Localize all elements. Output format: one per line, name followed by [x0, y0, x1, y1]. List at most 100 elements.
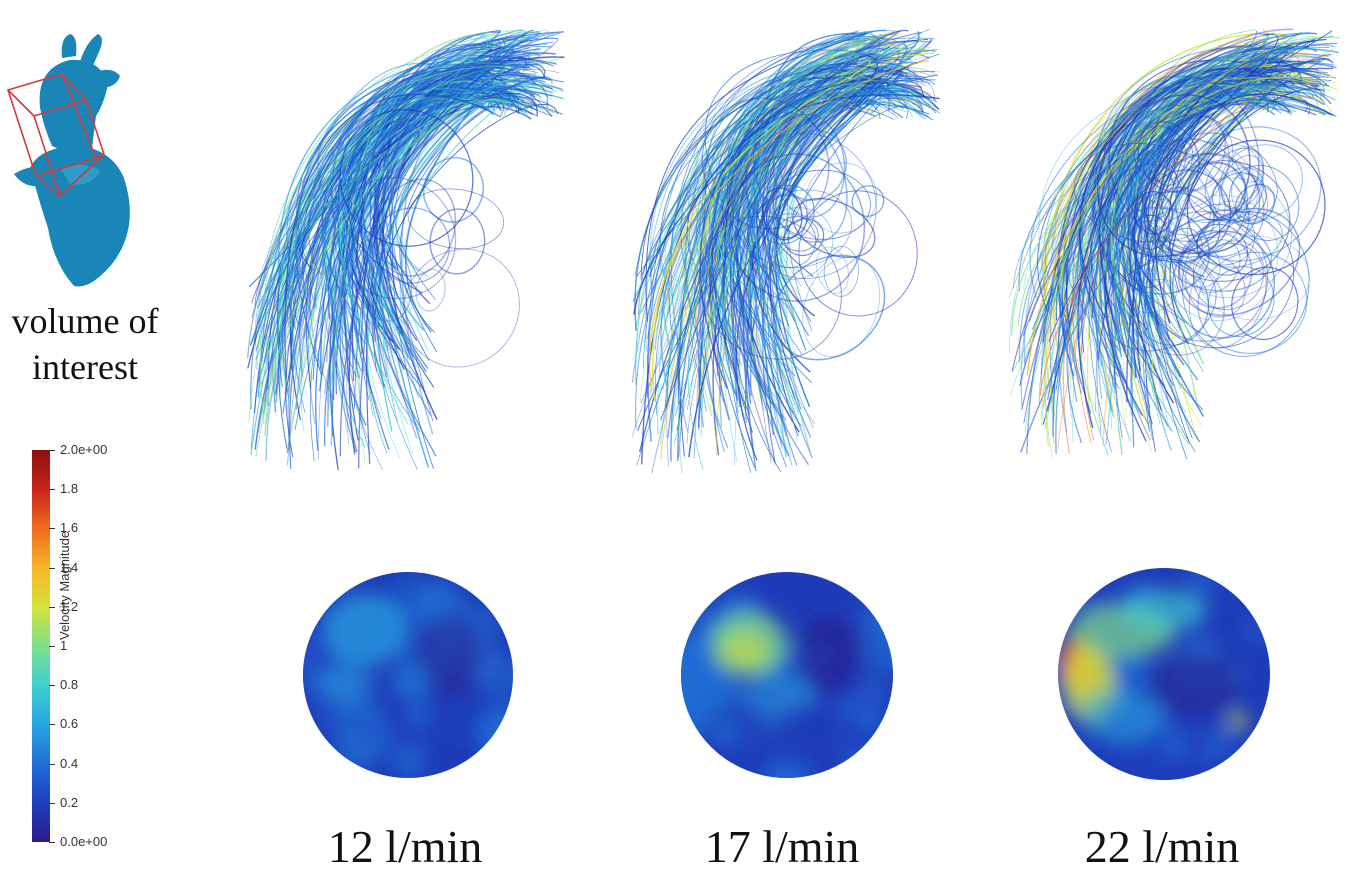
streamline: [290, 97, 517, 413]
streamline: [312, 32, 542, 308]
streamline: [255, 31, 540, 342]
vortex-streamline: [1127, 257, 1209, 346]
streamline: [1044, 76, 1312, 448]
streamline: [732, 89, 877, 404]
vortex-streamline: [783, 218, 825, 257]
vortex-streamline: [805, 162, 878, 234]
streamline: [739, 87, 924, 422]
streamline: [365, 88, 483, 375]
streamline: [251, 62, 490, 318]
velocity-patch: [1058, 748, 1101, 780]
colorbar-tick-mark: [49, 685, 55, 687]
streamline: [1093, 74, 1321, 315]
vortex-streamline: [1129, 171, 1178, 216]
vortex-streamline: [1160, 153, 1265, 258]
streamline: [683, 77, 870, 366]
cross-section-disk-12: [303, 572, 513, 778]
streamline: [1079, 45, 1253, 321]
velocity-patch: [1225, 568, 1245, 583]
cross-section-disk-17: [681, 572, 893, 778]
vortex-streamline: [1197, 251, 1308, 354]
velocity-hotspot: [1229, 712, 1247, 730]
streamline: [645, 32, 867, 322]
colorbar-tick-label: 1: [60, 638, 68, 653]
velocity-patch: [471, 572, 495, 587]
streamline: [1095, 47, 1297, 412]
streamline: [1132, 38, 1327, 378]
streamline: [696, 42, 906, 350]
streamline: [726, 31, 872, 320]
streamline: [1095, 73, 1273, 400]
vortex-streamline: [701, 97, 830, 230]
vortex-streamline: [1187, 162, 1247, 222]
vortex-streamline: [1188, 240, 1267, 349]
velocity-hotspot: [324, 594, 408, 665]
streamline: [305, 59, 554, 390]
velocity-patch: [863, 616, 893, 675]
streamline: [674, 40, 929, 417]
streamline: [309, 39, 513, 401]
vortex-streamline: [755, 184, 815, 245]
streamline: [1141, 71, 1287, 373]
velocity-patch: [681, 634, 696, 661]
velocity-patch: [732, 730, 764, 762]
streamline: [302, 90, 538, 296]
streamline: [262, 98, 507, 416]
colorbar-tick-label: 0.6: [60, 716, 79, 732]
vortex-streamline: [1168, 177, 1292, 299]
streamline: [1062, 77, 1338, 423]
streamline: [1140, 59, 1283, 301]
vortex-streamline: [1228, 164, 1300, 241]
streamline: [278, 38, 506, 315]
streamline: [327, 31, 562, 427]
vortex-streamline: [731, 132, 877, 279]
vortex-streamline: [1107, 207, 1211, 295]
vortex-streamline: [1186, 139, 1326, 276]
streamline: [1114, 58, 1282, 425]
velocity-patch: [1202, 744, 1220, 762]
vortex-streamline: [1212, 172, 1267, 222]
colorbar-tick-mark: [49, 646, 55, 647]
streamlines-panel-17: [631, 29, 940, 474]
vortex-streamline: [1133, 125, 1187, 182]
streamline: [730, 63, 903, 408]
streamline: [686, 42, 915, 444]
streamline: [651, 92, 890, 474]
streamline: [748, 39, 877, 466]
vortex-streamline: [1234, 183, 1276, 225]
vortex-streamline: [1105, 164, 1188, 243]
vortex-streamline: [407, 188, 505, 249]
streamline: [700, 74, 894, 436]
streamline: [1053, 38, 1264, 387]
colorbar-tick-label: 2.0e+00: [60, 442, 108, 457]
streamline: [745, 73, 905, 423]
streamline: [778, 55, 931, 362]
streamline: [1039, 81, 1277, 397]
vortex-streamline: [1145, 169, 1232, 255]
vortex-streamline: [1108, 75, 1260, 243]
colorbar-tick-mark: [49, 567, 55, 569]
velocity-patch: [1188, 570, 1213, 595]
velocity-patch: [405, 701, 431, 727]
vortex-streamline: [792, 197, 876, 259]
streamline: [1023, 86, 1312, 424]
vortex-streamline: [766, 194, 808, 239]
streamline: [733, 38, 896, 425]
streamline: [342, 62, 519, 433]
streamline: [361, 60, 503, 355]
streamline: [647, 41, 867, 340]
vortex-streamline: [1123, 149, 1250, 253]
vortex-streamline: [1192, 239, 1241, 293]
streamline: [636, 50, 881, 466]
vortex-streamline: [1196, 223, 1249, 276]
colorbar-tick-mark: [49, 606, 55, 608]
vortex-streamline: [757, 207, 834, 280]
colorbar-tick-mark: [49, 724, 55, 726]
streamline: [1140, 84, 1301, 460]
aorta-heart-model: [6, 34, 130, 287]
streamline: [775, 90, 915, 458]
streamline: [370, 69, 560, 365]
streamline: [275, 31, 565, 395]
streamline: [1038, 60, 1274, 277]
velocity-patch: [477, 706, 513, 758]
